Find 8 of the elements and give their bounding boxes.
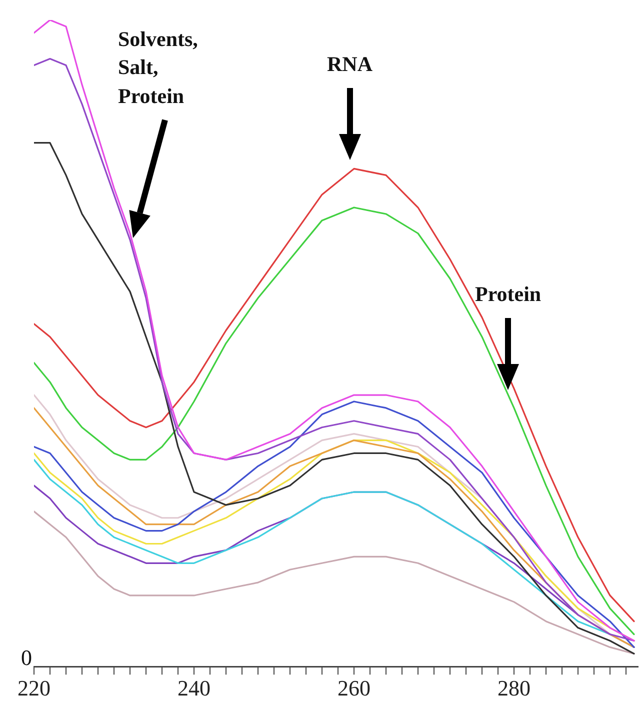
- x-tick-label: 240: [178, 676, 210, 701]
- annotation: Solvents, Salt, Protein: [118, 26, 199, 110]
- x-tick-label: 220: [18, 676, 50, 701]
- annotation: RNA: [327, 51, 372, 78]
- text: 0: [21, 644, 32, 671]
- annotation: Protein: [475, 281, 542, 308]
- x-tick-label: 280: [498, 676, 530, 701]
- x-tick-label: 260: [338, 676, 370, 701]
